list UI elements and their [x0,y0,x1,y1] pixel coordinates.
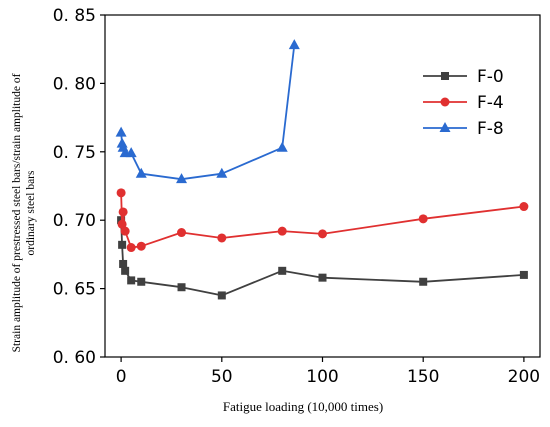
y-tick-label: 0. 65 [53,280,96,300]
y-tick-label: 0. 80 [53,74,96,94]
data-point-f-4 [177,228,187,238]
data-point-f-0 [318,273,327,282]
legend: F-0 F-4 F-8 [423,67,504,139]
data-point-f-0 [137,277,146,286]
x-tick-label: 150 [407,367,439,387]
data-point-f-8 [276,141,288,152]
data-point-f-4 [118,207,128,217]
x-tick-label: 200 [508,367,540,387]
legend-item-f-8: F-8 [423,119,504,139]
legend-item-f-4: F-4 [423,93,504,113]
y-tick-label: 0. 60 [53,348,96,368]
data-point-f-0 [217,291,226,300]
plot-frame [104,14,541,358]
series-f-0 [117,216,528,300]
series-line-f-4 [120,192,525,249]
y-tick-label: 0. 75 [53,143,96,163]
data-point-f-4 [136,241,146,251]
data-point-f-0 [419,277,428,286]
x-axis-title: Fatigue loading (10,000 times) [223,399,383,414]
y-tick-label: 0. 70 [53,211,96,231]
data-point-f-4 [117,219,127,229]
y-tick-label: 0. 85 [53,6,96,26]
data-point-f-4 [120,226,130,236]
data-point-f-4 [418,214,428,224]
data-point-f-4 [126,243,136,253]
legend-marker [440,97,450,107]
x-tick-label: 0 [116,367,127,387]
data-point-f-8 [216,167,228,178]
data-point-f-4 [318,229,327,239]
data-point-f-0 [519,270,528,279]
legend-marker [441,72,449,80]
y-axis-title: Strain amplitude of prestressed steel ba… [11,73,37,352]
data-point-f-8 [288,39,300,50]
data-point-f-8 [115,126,127,137]
y-axis-title-line-1: Strain amplitude of prestressed steel ba… [11,73,23,352]
data-point-f-4 [277,226,287,236]
y-axis-title-line-2: ordinary steel bars [25,170,37,255]
data-point-f-0 [121,266,130,275]
data-point-f-8 [176,173,188,184]
data-point-f-0 [118,240,127,249]
series-f-4 [116,188,529,253]
series-line-f-8 [120,44,296,181]
data-point-f-4 [519,202,529,212]
legend-label: F-0 [477,67,504,87]
series-f-8 [115,39,300,184]
x-tick-label: 100 [306,367,338,387]
data-point-f-4 [217,233,227,243]
data-point-f-8 [125,147,137,158]
data-point-f-0 [278,266,287,275]
legend-label: F-8 [477,119,504,139]
data-point-f-8 [135,167,147,178]
data-point-f-0 [177,283,186,292]
data-point-f-0 [119,259,128,268]
x-tick-label: 50 [211,367,233,387]
data-point-f-4 [116,188,126,198]
data-point-f-0 [127,276,136,285]
legend-item-f-0: F-0 [423,67,504,87]
legend-marker [439,122,451,132]
legend-label: F-4 [477,93,504,113]
